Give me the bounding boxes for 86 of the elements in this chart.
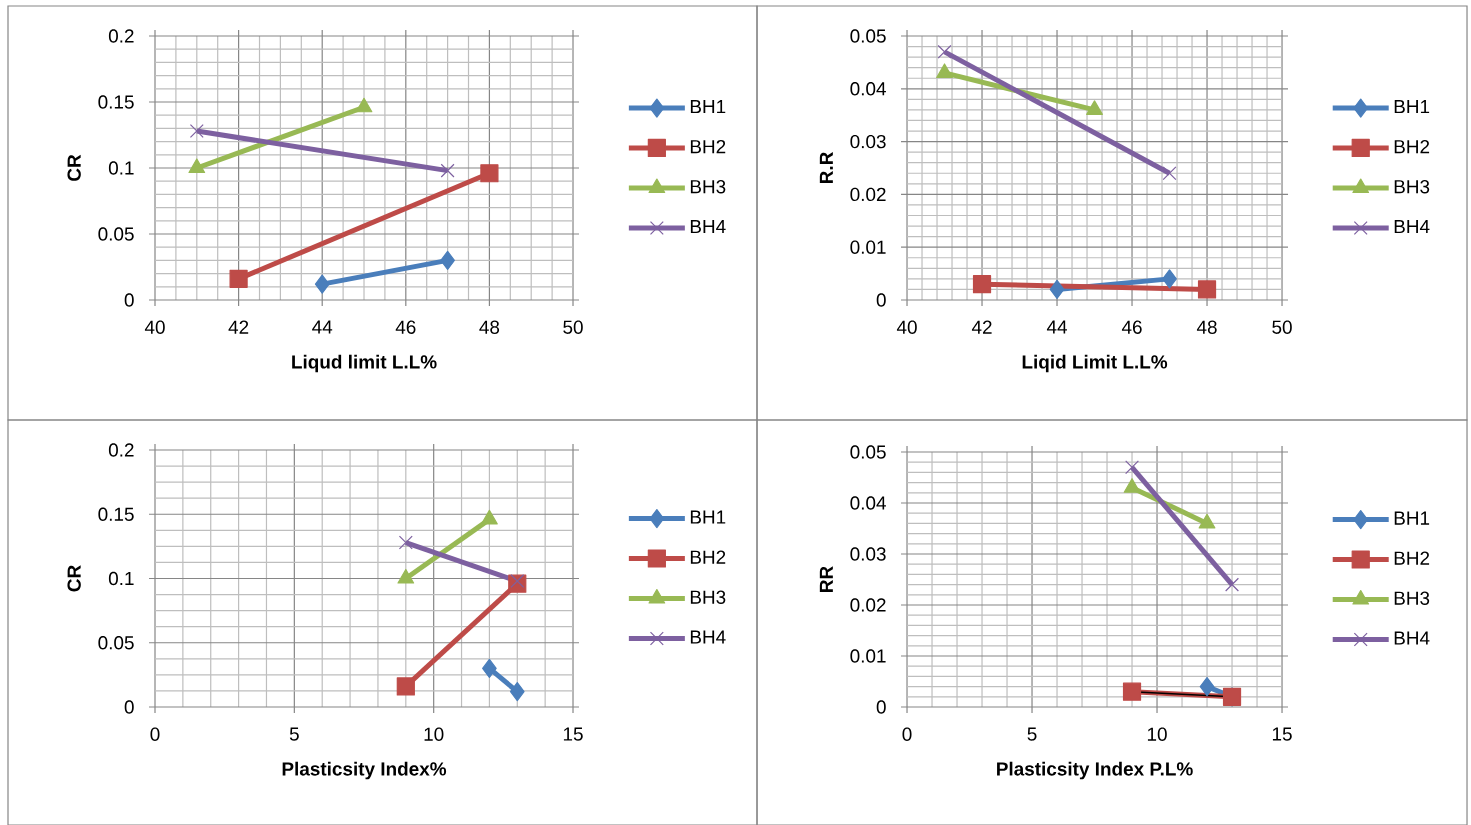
point <box>440 250 455 270</box>
x-tick-label: 10 <box>1147 727 1167 741</box>
legend-label: BH4 <box>1394 631 1430 645</box>
y-tick-label: 0.01 <box>850 649 886 663</box>
point <box>480 164 499 183</box>
legend-label: BH1 <box>690 510 726 524</box>
point <box>510 574 525 589</box>
y-tick-label: 0.15 <box>98 95 134 109</box>
x-tick-label: 0 <box>902 727 912 741</box>
y-tick-label: 0.02 <box>850 187 886 202</box>
y-tick-label: 0.15 <box>98 507 134 521</box>
y-tick-label: 0.03 <box>850 134 886 149</box>
x-tick-label: 44 <box>1046 320 1067 334</box>
legend-label: BH2 <box>690 139 726 154</box>
legend-label: BH3 <box>1394 179 1430 194</box>
legend-label: BH3 <box>690 590 726 604</box>
legend-label: BH3 <box>1394 591 1430 605</box>
x-axis-title: Liqid Limit L.L% <box>1022 354 1168 373</box>
x-tick-label: 42 <box>228 320 249 334</box>
point <box>972 275 992 294</box>
y-axis-title: RR <box>819 566 833 592</box>
x-tick-label: 0 <box>150 727 160 741</box>
x-axis-title: Liqud limit L.L% <box>292 354 437 373</box>
x-tick-label: 40 <box>144 320 165 334</box>
point <box>482 658 497 679</box>
y-tick-label: 0.05 <box>98 227 134 241</box>
point <box>509 681 525 702</box>
y-tick-label: 0 <box>124 700 134 714</box>
legend-label: BH1 <box>1394 100 1430 114</box>
point <box>229 269 248 288</box>
legend-label: BH2 <box>1394 551 1430 565</box>
x-tick-label: 15 <box>1272 727 1292 741</box>
x-tick-label: 5 <box>1027 727 1037 741</box>
y-tick-label: 0 <box>124 293 134 307</box>
point <box>1049 279 1065 300</box>
x-tick-label: 50 <box>563 320 583 334</box>
legend-label: BH2 <box>690 550 726 564</box>
y-tick-label: 0 <box>876 293 886 307</box>
y-axis-title: CR <box>67 565 81 592</box>
y-tick-label: 0.2 <box>108 443 134 457</box>
x-tick-label: 15 <box>563 727 583 741</box>
point <box>189 124 204 138</box>
point <box>1225 577 1239 592</box>
x-tick-label: 40 <box>896 320 917 334</box>
y-tick-label: 0.05 <box>850 29 886 43</box>
legend-label: BH4 <box>690 630 726 644</box>
point <box>398 535 413 550</box>
y-tick-label: 0.05 <box>98 636 134 650</box>
point <box>1197 280 1217 299</box>
x-tick-label: 42 <box>971 320 992 334</box>
x-tick-label: 46 <box>395 320 416 334</box>
point <box>937 44 952 59</box>
point <box>440 163 455 178</box>
y-tick-label: 0.2 <box>108 29 134 43</box>
y-tick-label: 0.1 <box>108 161 134 175</box>
y-tick-label: 0.1 <box>108 571 134 586</box>
x-tick-label: 48 <box>1196 320 1217 334</box>
point <box>1162 166 1177 181</box>
legend-label: BH4 <box>1394 220 1430 234</box>
legend-label: BH4 <box>690 220 726 234</box>
legend-label: BH1 <box>1394 511 1430 525</box>
legend-label: BH1 <box>690 100 726 114</box>
point <box>1162 269 1177 289</box>
y-tick-label: 0.02 <box>850 598 886 612</box>
x-tick-label: 5 <box>289 727 299 741</box>
y-tick-label: 0.03 <box>850 547 886 561</box>
point <box>1122 682 1142 701</box>
x-axis-title: Plasticsity Index P.L% <box>997 761 1193 780</box>
x-tick-label: 48 <box>479 320 500 334</box>
y-tick-label: 0.04 <box>850 496 886 510</box>
x-tick-label: 50 <box>1272 320 1292 334</box>
x-tick-label: 10 <box>424 727 444 741</box>
legend-label: BH2 <box>1394 139 1430 154</box>
y-axis-title: R.R <box>819 152 833 184</box>
x-tick-label: 46 <box>1121 320 1142 334</box>
y-tick-label: 0.05 <box>850 445 886 459</box>
y-tick-label: 0 <box>876 700 886 714</box>
legend-label: BH3 <box>690 179 726 194</box>
y-tick-label: 0.04 <box>850 82 886 96</box>
point <box>314 274 330 294</box>
y-axis-title: CR <box>67 154 81 181</box>
y-tick-label: 0.01 <box>850 240 886 254</box>
x-tick-label: 44 <box>312 320 333 334</box>
x-axis-title: Plasticsity Index% <box>282 761 447 780</box>
point <box>1199 677 1215 697</box>
point <box>396 677 415 696</box>
